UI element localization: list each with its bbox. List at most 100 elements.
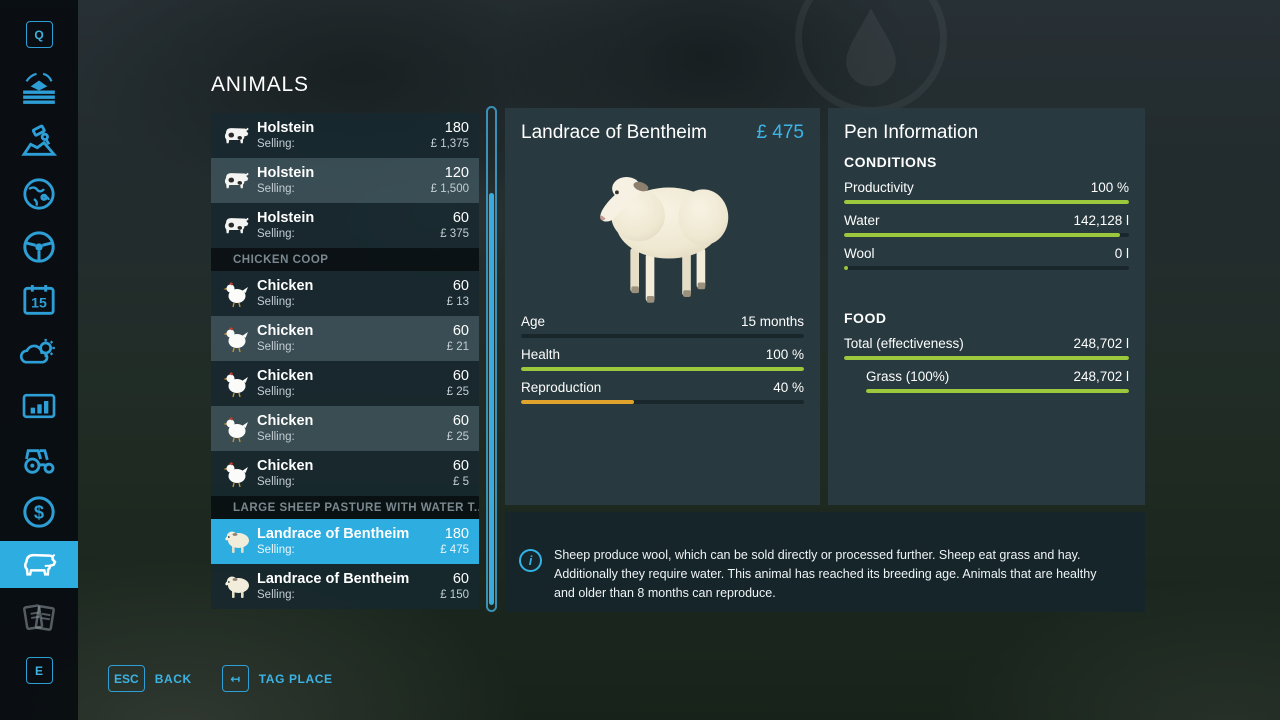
animal-name: Holstein <box>257 165 315 182</box>
stat-label: Total (effectiveness) <box>844 336 964 351</box>
progress-bar <box>844 200 1129 204</box>
animal-name: Chicken <box>257 458 314 475</box>
row-numbers: 180 £ 1,375 <box>431 119 469 152</box>
animal-count: 180 <box>444 120 469 137</box>
landscaping-icon <box>19 121 59 161</box>
animal-row[interactable]: Chicken Selling: 60 £ 21 <box>211 316 479 361</box>
progress-bar <box>844 266 1129 270</box>
sidebar-item-hotkey-q[interactable]: Q <box>0 11 78 58</box>
footer-shortcuts: ESC BACK ↤ TAG PLACE <box>108 665 333 692</box>
section-header-label: CHICKEN COOP <box>233 253 329 266</box>
calendar-icon: 15 <box>19 280 59 320</box>
world-map-icon <box>19 174 59 214</box>
animal-name: Holstein <box>257 120 315 137</box>
progress-bar <box>521 400 804 404</box>
svg-text:$: $ <box>34 501 44 522</box>
selling-label: Selling: <box>257 341 295 354</box>
stat-label: Grass (100%) <box>866 369 950 384</box>
animal-detail-price: £ 475 <box>756 122 804 143</box>
animal-count: 120 <box>444 165 469 182</box>
pen-section-header: FOOD <box>844 310 887 326</box>
row-text: Chicken Selling: <box>257 367 447 400</box>
sidebar-item-calendar[interactable]: 15 <box>0 276 78 323</box>
sidebar-item-vehicles[interactable] <box>0 435 78 482</box>
animal-row[interactable]: Chicken Selling: 60 £ 5 <box>211 451 479 496</box>
hotkey-e-keycap: E <box>25 657 53 684</box>
pen-section: CONDITIONS Productivity 100 % Water 142,128 … <box>844 154 1129 270</box>
row-numbers: 120 £ 1,500 <box>431 164 469 197</box>
animal-count: 60 <box>452 368 469 385</box>
animal-count: 60 <box>452 210 469 227</box>
sheep-image <box>599 177 728 304</box>
chicken-icon <box>217 324 257 354</box>
stat-label: Water <box>844 213 880 228</box>
sheep-icon <box>217 527 257 557</box>
animal-row[interactable]: Landrace of Bentheim Selling: 60 £ 150 <box>211 564 479 609</box>
sidebar-item-driving[interactable] <box>0 223 78 270</box>
stat-label: Age <box>521 314 546 329</box>
stat-value: 100 % <box>1090 180 1129 195</box>
pen-sections: CONDITIONS Productivity 100 % Water 142,128 … <box>828 154 1145 393</box>
animal-list: Holstein Selling: 180 £ 1,375 Holstein Sellin… <box>211 113 479 609</box>
animal-row[interactable]: Holstein Selling: 60 £ 375 <box>211 203 479 248</box>
progress-bar-fill <box>521 400 635 404</box>
keycap: ESC <box>108 665 145 692</box>
stat-value: 15 months <box>740 314 804 329</box>
stat-label: Wool <box>844 246 875 261</box>
sidebar-item-world-map[interactable] <box>0 170 78 217</box>
sidebar-item-contracts[interactable] <box>0 594 78 641</box>
sidebar-item-hotkey-e[interactable]: E <box>0 647 78 694</box>
stat-label: Reproduction <box>521 380 602 395</box>
sidebar-item-landscaping[interactable] <box>0 117 78 164</box>
pen-row: Productivity 100 % <box>844 180 1129 204</box>
row-text: Holstein Selling: <box>257 164 431 197</box>
animal-name: Landrace of Bentheim <box>257 571 410 588</box>
shortcut-label: BACK <box>154 671 192 686</box>
scrollbar-thumb[interactable] <box>489 193 494 605</box>
animal-row[interactable]: Holstein Selling: 180 £ 1,375 <box>211 113 479 158</box>
animal-price: £ 25 <box>446 431 469 444</box>
animal-row[interactable]: Chicken Selling: 60 £ 25 <box>211 406 479 451</box>
pen-panel-title: Pen Information <box>844 122 979 143</box>
weather-icon <box>19 333 59 373</box>
selling-label: Selling: <box>257 386 295 399</box>
sidebar-item-statistics[interactable] <box>0 382 78 429</box>
animal-row[interactable]: Chicken Selling: 60 £ 25 <box>211 361 479 406</box>
animal-row-selected[interactable]: Landrace of Bentheim Selling: 180 £ 475 <box>211 519 479 564</box>
row-numbers: 60 £ 5 <box>453 457 469 490</box>
shortcut-back[interactable]: ESC BACK <box>108 665 192 692</box>
section-header-label: LARGE SHEEP PASTURE WITH WATER T.. <box>233 501 479 514</box>
stat-value: 0 l <box>1114 246 1129 261</box>
animal-row[interactable]: Chicken Selling: 60 £ 13 <box>211 271 479 316</box>
sheep-icon <box>217 572 257 602</box>
sidebar-item-animals[interactable] <box>0 541 78 588</box>
sidebar-item-finances[interactable]: $ <box>0 488 78 535</box>
sidebar-item-field-finance[interactable] <box>0 64 78 111</box>
stat-label: Productivity <box>844 180 914 195</box>
selling-label: Selling: <box>257 589 295 602</box>
list-scrollbar[interactable] <box>486 106 497 612</box>
pen-row: Total (effectiveness) 248,702 l <box>844 336 1129 360</box>
progress-bar <box>844 356 1129 360</box>
shortcut-tag-place[interactable]: ↤ TAG PLACE <box>221 665 333 692</box>
animal-row[interactable]: Holstein Selling: 120 £ 1,500 <box>211 158 479 203</box>
stat-value: 142,128 l <box>1073 213 1129 228</box>
shortcut-label: TAG PLACE <box>258 671 333 686</box>
detail-header: Landrace of Bentheim £ 475 <box>505 108 820 150</box>
animal-count: 60 <box>452 278 469 295</box>
row-text: Chicken Selling: <box>257 457 453 490</box>
animal-price: £ 1,375 <box>430 138 469 151</box>
pen-section: FOOD Total (effectiveness) 248,702 l Grass … <box>844 310 1129 393</box>
sidebar: Q 15 $ E <box>0 0 78 720</box>
stat-value: 40 % <box>773 380 804 395</box>
chicken-icon <box>217 369 257 399</box>
progress-bar-fill <box>866 389 1129 393</box>
progress-bar <box>844 233 1129 237</box>
progress-bar-fill <box>844 356 1129 360</box>
animal-price: £ 13 <box>446 296 469 309</box>
sidebar-item-weather[interactable] <box>0 329 78 376</box>
animal-name: Chicken <box>257 368 314 385</box>
row-numbers: 60 £ 25 <box>447 367 469 400</box>
row-text: Landrace of Bentheim Selling: <box>257 570 440 603</box>
animal-name: Chicken <box>257 278 314 295</box>
